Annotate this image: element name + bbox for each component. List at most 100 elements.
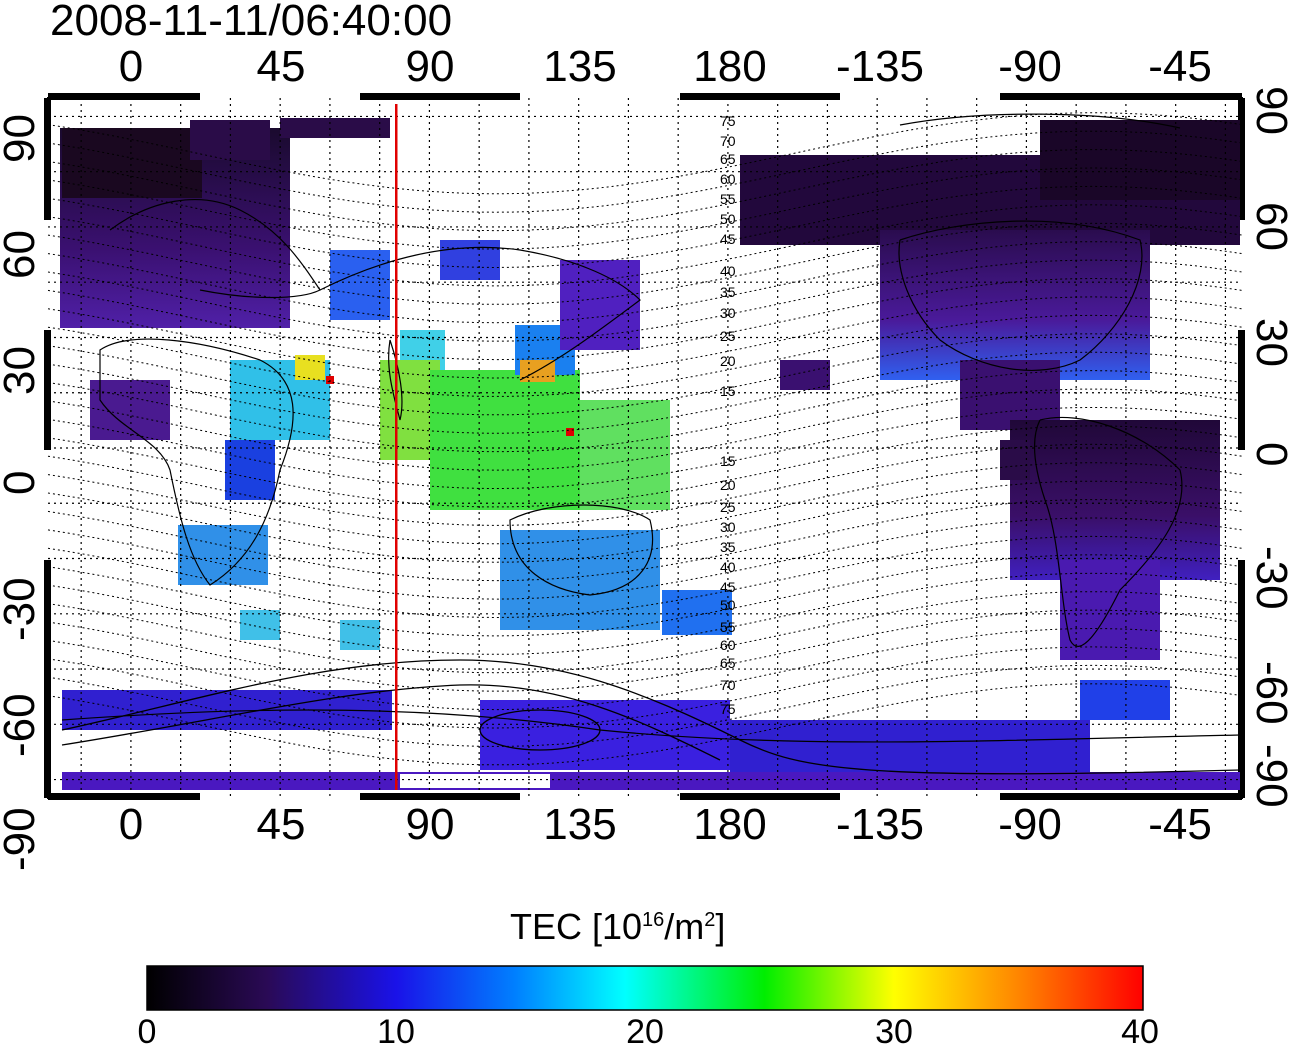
frame-top-gap-2 [520,93,680,100]
contour-label-south: 75 [720,701,736,717]
coastline-antarctica [61,709,1241,743]
contour-labels: 75 70 65 60 55 50 45 40 35 30 25 20 15 15 20 25 30 35 40 45… [720,113,736,717]
tec-patch-6 [1000,440,1030,480]
lat-tick-right-30: 30 [1247,318,1292,367]
tec-patch-4 [340,620,380,650]
colorbar-title-sup2: 2 [704,909,716,931]
frame-right-gap-2 [1238,450,1245,560]
lon-tick-bottom-45: 45 [256,800,306,849]
contour-label-south: 25 [720,499,736,515]
frame-left-gap-2 [44,450,51,560]
contour-label-south: 55 [720,619,736,635]
tec-region-pacific-west [580,400,670,510]
lat-tick-left-90: 90 [0,114,44,163]
lat-tick-right-neg90-wrap: -90 [1247,738,1292,808]
frame-left-strip [44,98,51,798]
contour-label-south: 30 [720,519,736,535]
tec-data-regions [60,118,1240,790]
contour-south-65 [61,659,1241,775]
lon-tick-bottom-0: 0 [118,800,144,849]
coastline-north-america [898,220,1143,371]
contour-south-70 [61,684,721,761]
contour-label-north: 25 [720,328,736,344]
lon-tick-top-neg135: -135 [835,42,925,91]
frame-left-gap-1 [44,220,51,330]
tec-region-southeast-asia [430,370,580,510]
colorbar-tick-10: 10 [377,1013,415,1051]
tec-region-antarctic-far-east [1080,680,1170,720]
contour-label-north: 55 [720,191,736,207]
lat-tick-right-neg30-wrap: -30 [1247,540,1292,610]
tec-patch-5 [780,360,830,390]
contour-label-north: 70 [720,133,736,149]
lon-tick-bottom-180: 180 [693,800,767,849]
coastline-africa [99,338,294,586]
contour-label-south: 15 [720,453,736,469]
lat-tick-left-60-wrap: 60 [0,198,44,279]
lat-tick-left-neg60: -60 [0,693,44,757]
map-title: 2008-11-11/06:40:00 [50,0,453,45]
lat-tick-left-90-wrap: 90 [0,82,44,163]
lon-tick-bottom-neg90: -90 [998,800,1062,849]
lat-tick-right-30-wrap: 30 [1247,312,1292,367]
frame-right-gap-1 [1238,220,1245,330]
contour-label-north: 40 [720,263,736,279]
tec-region-central-america [960,360,1060,430]
lat-tick-left-0: 0 [0,451,45,495]
tec-region-new-zealand [662,590,732,635]
tec-region-australia [500,530,660,630]
lon-tick-top-135: 135 [543,42,617,91]
lon-tick-bottom-90: 90 [405,800,455,849]
colorbar-title-end: ] [715,906,726,947]
contour-label-south: 60 [720,637,736,653]
coastlines [61,199,1241,743]
tec-region-west-africa [90,380,170,440]
tec-region-north-polar-left [62,128,202,198]
tec-region-greenland [1040,120,1240,200]
contour-north-arctic [899,113,1181,129]
contour-label-north: 75 [720,113,736,129]
lat-tick-right-60-wrap: 60 [1247,196,1292,251]
lat-tick-left-30-wrap: 30 [0,314,44,395]
lat-tick-right-neg30: -30 [1247,546,1292,610]
colorbar-tick-30: 30 [875,1013,913,1051]
lon-tick-top-neg45: -45 [1148,42,1212,91]
tec-region-antarctic-east [730,720,1090,780]
lon-tick-top-neg90: -90 [998,42,1062,91]
tec-region-antarctic-central [480,700,730,770]
lon-tick-bottom-135: 135 [543,800,617,849]
contour-label-north: 60 [720,171,736,187]
coastline-south-america [1033,416,1183,647]
tec-hotspot-pacific [566,428,574,436]
lat-tick-right-90-wrap: 90 [1247,80,1292,135]
magnetic-contours-solid [61,113,1241,775]
frame-right-strip [1238,98,1245,798]
contour-label-south: 65 [720,655,736,671]
frame-top-gap-1 [200,93,360,100]
lat-tick-right-60: 60 [1247,202,1292,251]
colorbar-title-mid: /m [664,906,705,947]
contour-label-north: 35 [720,284,736,300]
lat-tick-right-neg60: -60 [1247,661,1292,725]
lat-tick-right-0: 0 [1247,442,1292,467]
contour-label-south: 40 [720,559,736,575]
coastline-europe [109,199,321,299]
frame-top-gap-3 [840,93,1000,100]
lat-tick-right-neg60-wrap: -60 [1247,655,1292,725]
contour-label-north: 15 [720,383,736,399]
contour-label-north: 20 [720,353,736,369]
lat-tick-left-0-wrap: 0 [0,430,44,495]
tec-region-east-africa [225,440,275,500]
contour-label-south: 50 [720,597,736,613]
lat-tick-left-neg60-wrap: -60 [0,664,44,757]
colorbar [146,965,1144,1011]
frame-bottom-gap-1 [200,793,360,800]
contour-label-north: 30 [720,305,736,321]
contour-label-north: 45 [720,231,736,247]
contour-label-north: 50 [720,211,736,227]
tec-patch-3 [240,610,280,640]
contour-label-north: 65 [720,151,736,167]
tec-region-antarctic-strip-gap [400,774,550,788]
tec-region-arabia [295,355,325,380]
lon-tick-top-0: 0 [118,42,144,91]
